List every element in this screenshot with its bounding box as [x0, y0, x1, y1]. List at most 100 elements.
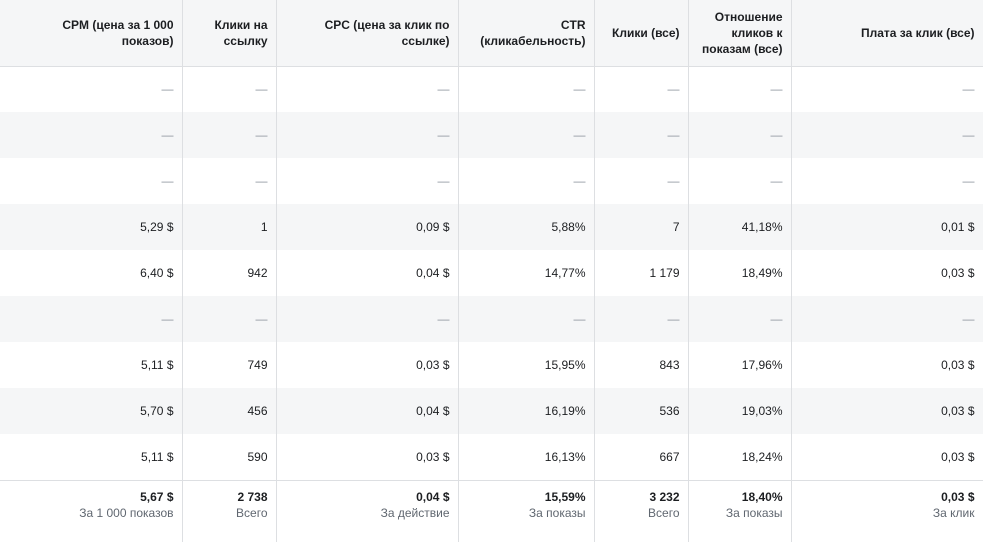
cell-clicks-all: — — [594, 112, 689, 158]
total-value: 0,03 $ — [941, 489, 975, 504]
table-row: 5,29 $ 1 0,09 $ 5,88% 7 41,18% 0,01 $ — [0, 204, 983, 250]
cell-cpm: — — [0, 158, 183, 204]
cell-link-clicks: 590 — [182, 434, 277, 480]
cell-clicks-all: 536 — [594, 388, 689, 434]
total-value: 15,59% — [544, 489, 586, 504]
total-cpc: 0,04 $ За действие — [276, 479, 459, 542]
table-row: 5,11 $ 590 0,03 $ 16,13% 667 18,24% 0,03… — [0, 434, 983, 480]
cell-ctr-all: — — [688, 112, 792, 158]
cell-clicks-all: 843 — [594, 342, 689, 388]
cell-ctr-all: 19,03% — [688, 388, 792, 434]
total-value: 18,40% — [741, 489, 783, 504]
cell-ctr-all: 17,96% — [688, 342, 792, 388]
cell-ctr-all: 18,24% — [688, 434, 792, 480]
cell-cpc: — — [276, 158, 459, 204]
total-clicks-all: 3 232 Всего — [594, 479, 689, 542]
cell-ctr: 16,13% — [458, 434, 595, 480]
cell-cpc-all: 0,03 $ — [791, 342, 983, 388]
cell-cpc: 0,03 $ — [276, 434, 459, 480]
column-header-cpm[interactable]: CPM (цена за 1 000 показов) — [0, 0, 183, 67]
cell-cpc-all: — — [791, 296, 983, 342]
totals-footer: 5,67 $ За 1 000 показов 2 738 Всего 0,04… — [0, 479, 983, 542]
cell-link-clicks: 456 — [182, 388, 277, 434]
column-header-ctr-all[interactable]: Отношение кликов к показам (все) — [688, 0, 792, 67]
cell-cpc: — — [276, 112, 459, 158]
cell-ctr-all: — — [688, 158, 792, 204]
cell-cpm: 5,11 $ — [0, 342, 183, 388]
total-value: 5,67 $ — [140, 489, 174, 504]
cell-cpm: 5,70 $ — [0, 388, 183, 434]
cell-ctr: — — [458, 158, 595, 204]
total-caption: За показы — [725, 505, 783, 520]
cell-cpc: — — [276, 66, 459, 112]
cell-ctr-all: — — [688, 296, 792, 342]
cell-cpc-all: 0,03 $ — [791, 434, 983, 480]
total-ctr-all: 18,40% За показы — [688, 479, 792, 542]
cell-ctr: 14,77% — [458, 250, 595, 296]
cell-cpc: 0,03 $ — [276, 342, 459, 388]
cell-link-clicks: — — [182, 296, 277, 342]
cell-clicks-all: 1 179 — [594, 250, 689, 296]
cell-clicks-all: — — [594, 158, 689, 204]
column-header-cpc-all[interactable]: Плата за клик (все) — [791, 0, 983, 67]
cell-cpm: 6,40 $ — [0, 250, 183, 296]
table-row: 6,40 $ 942 0,04 $ 14,77% 1 179 18,49% 0,… — [0, 250, 983, 296]
cell-ctr-all: 41,18% — [688, 204, 792, 250]
total-cpc-all: 0,03 $ За клик — [791, 479, 983, 542]
table-row: — — — — — — — — [0, 66, 983, 112]
column-header-link-clicks[interactable]: Клики на ссылку — [182, 0, 277, 67]
cell-cpm: 5,11 $ — [0, 434, 183, 480]
column-header-cpc[interactable]: CPC (цена за клик по ссылке) — [276, 0, 459, 67]
cell-link-clicks: 942 — [182, 250, 277, 296]
table-row: — — — — — — — — [0, 158, 983, 204]
cell-cpm: — — [0, 112, 183, 158]
total-caption: За клик — [932, 505, 975, 520]
cell-cpc-all: — — [791, 66, 983, 112]
total-value: 0,04 $ — [416, 489, 450, 504]
cell-cpc-all: — — [791, 112, 983, 158]
cell-ctr: — — [458, 66, 595, 112]
table-header: CPM (цена за 1 000 показов) Клики на ссы… — [0, 0, 983, 67]
total-caption: За 1 000 показов — [79, 505, 174, 520]
cell-link-clicks: 749 — [182, 342, 277, 388]
total-link-clicks: 2 738 Всего — [182, 479, 277, 542]
cell-cpm: — — [0, 66, 183, 112]
table-row: — — — — — — — — [0, 296, 983, 342]
cell-cpc-all: 0,01 $ — [791, 204, 983, 250]
cell-clicks-all: — — [594, 66, 689, 112]
cell-cpm: — — [0, 296, 183, 342]
total-caption: За действие — [380, 505, 450, 520]
cell-cpc: 0,04 $ — [276, 250, 459, 296]
cell-cpc: 0,04 $ — [276, 388, 459, 434]
total-cpm: 5,67 $ За 1 000 показов — [0, 479, 183, 542]
cell-cpc: — — [276, 296, 459, 342]
column-header-ctr[interactable]: CTR (кликабельность) — [458, 0, 595, 67]
table-row: — — — — — — — — [0, 112, 983, 158]
table-row: 5,11 $ 749 0,03 $ 15,95% 843 17,96% 0,03… — [0, 342, 983, 388]
cell-cpc-all: 0,03 $ — [791, 388, 983, 434]
cell-ctr: 15,95% — [458, 342, 595, 388]
cell-link-clicks: — — [182, 112, 277, 158]
cell-clicks-all: 7 — [594, 204, 689, 250]
total-value: 3 232 — [649, 489, 680, 504]
total-caption: Всего — [236, 505, 268, 520]
cell-link-clicks: — — [182, 66, 277, 112]
cell-cpc-all: 0,03 $ — [791, 250, 983, 296]
cell-link-clicks: — — [182, 158, 277, 204]
totals-row: 5,67 $ За 1 000 показов 2 738 Всего 0,04… — [0, 479, 983, 542]
cell-ctr: — — [458, 112, 595, 158]
cell-clicks-all: 667 — [594, 434, 689, 480]
cell-ctr: 16,19% — [458, 388, 595, 434]
table-row: 5,70 $ 456 0,04 $ 16,19% 536 19,03% 0,03… — [0, 388, 983, 434]
total-ctr: 15,59% За показы — [458, 479, 595, 542]
column-header-clicks-all[interactable]: Клики (все) — [594, 0, 689, 67]
cell-ctr-all: — — [688, 66, 792, 112]
table-body: — — — — — — — — — — — — — — — — — — — — … — [0, 66, 983, 480]
cell-ctr: — — [458, 296, 595, 342]
cell-cpc-all: — — [791, 158, 983, 204]
cell-clicks-all: — — [594, 296, 689, 342]
header-row: CPM (цена за 1 000 показов) Клики на ссы… — [0, 0, 983, 67]
cell-ctr: 5,88% — [458, 204, 595, 250]
total-value: 2 738 — [237, 489, 268, 504]
